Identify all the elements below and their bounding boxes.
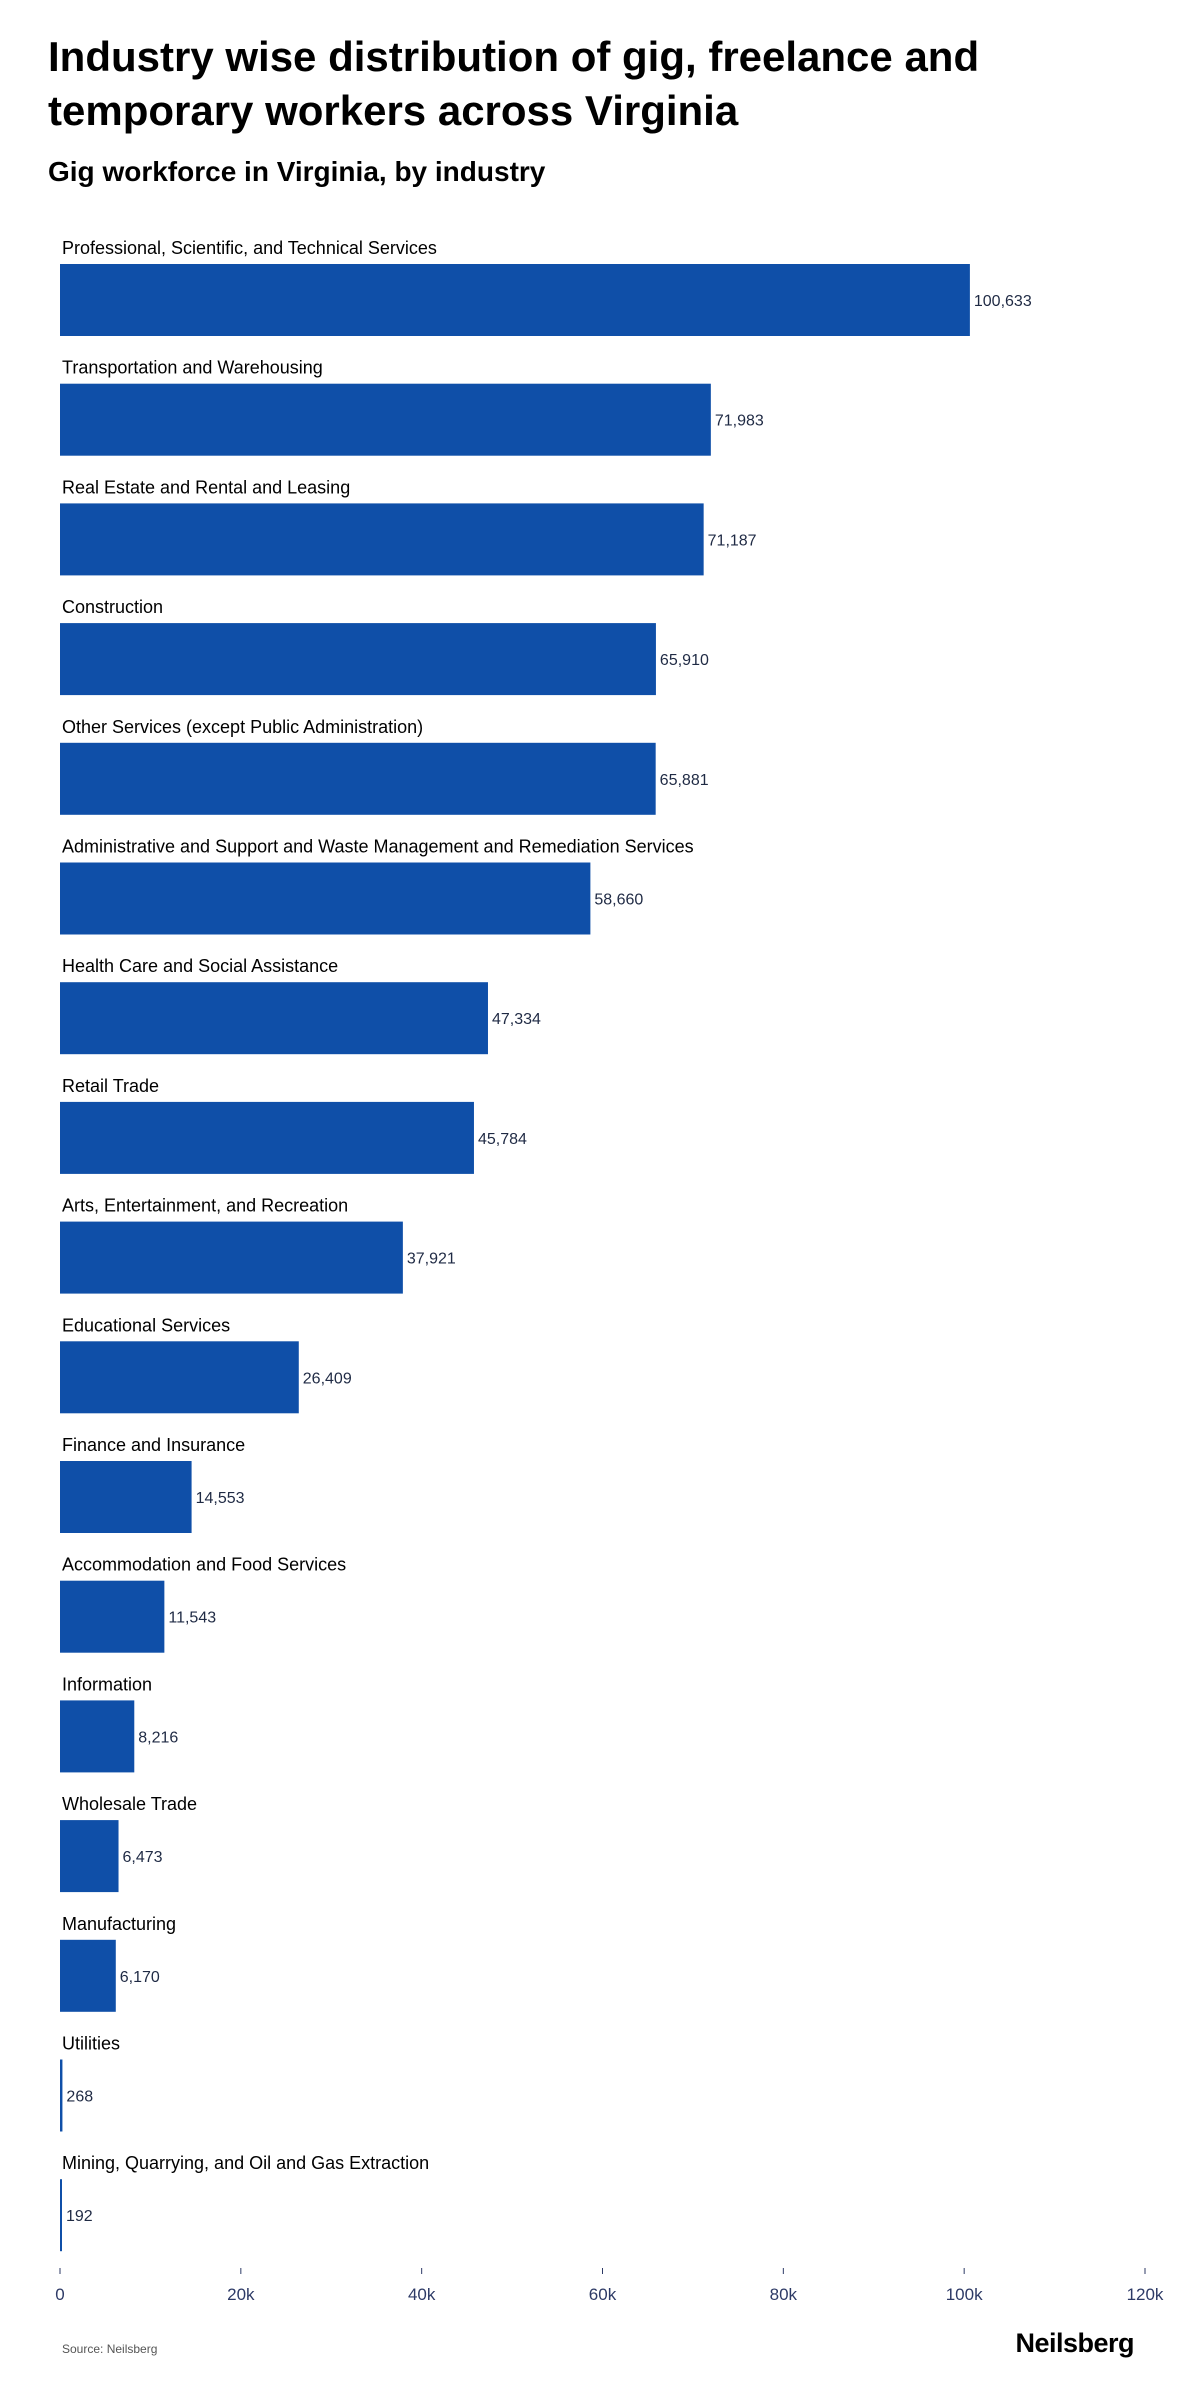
value-label: 11,543 — [168, 1610, 216, 1627]
bar — [60, 862, 591, 935]
x-axis: 0 20k 40k 60k 80k 100k 120k — [55, 2268, 1164, 2304]
category-label: Transportation and Warehousing — [62, 358, 323, 378]
value-label: 45,784 — [478, 1131, 527, 1148]
value-label: 58,660 — [594, 892, 643, 909]
category-label: Administrative and Support and Waste Man… — [62, 837, 694, 857]
value-label: 26,409 — [303, 1370, 352, 1387]
bar — [60, 1341, 299, 1414]
category-label: Construction — [62, 597, 163, 617]
tick-label: 60k — [589, 2285, 617, 2304]
value-label: 47,334 — [492, 1011, 541, 1028]
bar — [60, 2179, 62, 2252]
bar — [60, 1221, 403, 1294]
value-label: 65,881 — [660, 772, 709, 789]
bar — [60, 503, 704, 576]
bar — [60, 1461, 192, 1533]
value-label: 37,921 — [407, 1251, 456, 1268]
value-label: 14,553 — [196, 1490, 245, 1507]
tick-label: 40k — [408, 2285, 436, 2304]
bars-layer: Professional, Scientific, and Technical … — [60, 238, 1032, 2252]
value-label: 6,473 — [123, 1849, 163, 1866]
chart-subtitle: Gig workforce in Virginia, by industry — [48, 156, 546, 187]
category-label: Accommodation and Food Services — [62, 1555, 346, 1575]
bar — [60, 982, 488, 1055]
source-note: Source: Neilsberg — [62, 2342, 158, 2356]
bar — [60, 264, 970, 336]
category-label: Wholesale Trade — [62, 1794, 197, 1814]
chart-title: Industry wise distribution of gig, freel… — [48, 33, 980, 134]
category-label: Health Care and Social Assistance — [62, 956, 338, 976]
value-label: 268 — [66, 2089, 93, 2106]
tick-label: 20k — [227, 2285, 255, 2304]
bar — [60, 1700, 135, 1773]
tick-label: 0 — [55, 2285, 64, 2304]
tick-label: 80k — [770, 2285, 798, 2304]
value-label: 71,187 — [708, 532, 757, 549]
category-label: Educational Services — [62, 1315, 230, 1335]
category-label: Mining, Quarrying, and Oil and Gas Extra… — [62, 2153, 429, 2173]
brand-logo[interactable]: Neilsberg — [1015, 2328, 1134, 2358]
value-label: 8,216 — [138, 1729, 178, 1746]
bar — [60, 1820, 119, 1893]
bar — [60, 1101, 474, 1174]
value-label: 100,633 — [974, 293, 1032, 310]
category-label: Finance and Insurance — [62, 1435, 245, 1455]
tick-label: 100k — [946, 2285, 983, 2304]
value-label: 71,983 — [715, 413, 764, 430]
value-label: 192 — [66, 2208, 93, 2225]
tick-label: 120k — [1127, 2285, 1164, 2304]
category-label: Real Estate and Rental and Leasing — [62, 477, 350, 497]
category-label: Other Services (except Public Administra… — [62, 717, 423, 737]
category-label: Information — [62, 1674, 152, 1694]
bar — [60, 742, 656, 815]
category-label: Retail Trade — [62, 1076, 159, 1096]
category-label: Professional, Scientific, and Technical … — [62, 238, 437, 258]
value-label: 6,170 — [120, 1969, 160, 1986]
bar — [60, 1939, 116, 2012]
bar — [60, 383, 711, 456]
bar — [60, 1580, 165, 1653]
value-label: 65,910 — [660, 652, 709, 669]
bar — [60, 2059, 63, 2132]
category-label: Utilities — [62, 2034, 120, 2054]
category-label: Manufacturing — [62, 1914, 176, 1934]
bar — [60, 623, 656, 696]
category-label: Arts, Entertainment, and Recreation — [62, 1196, 348, 1216]
